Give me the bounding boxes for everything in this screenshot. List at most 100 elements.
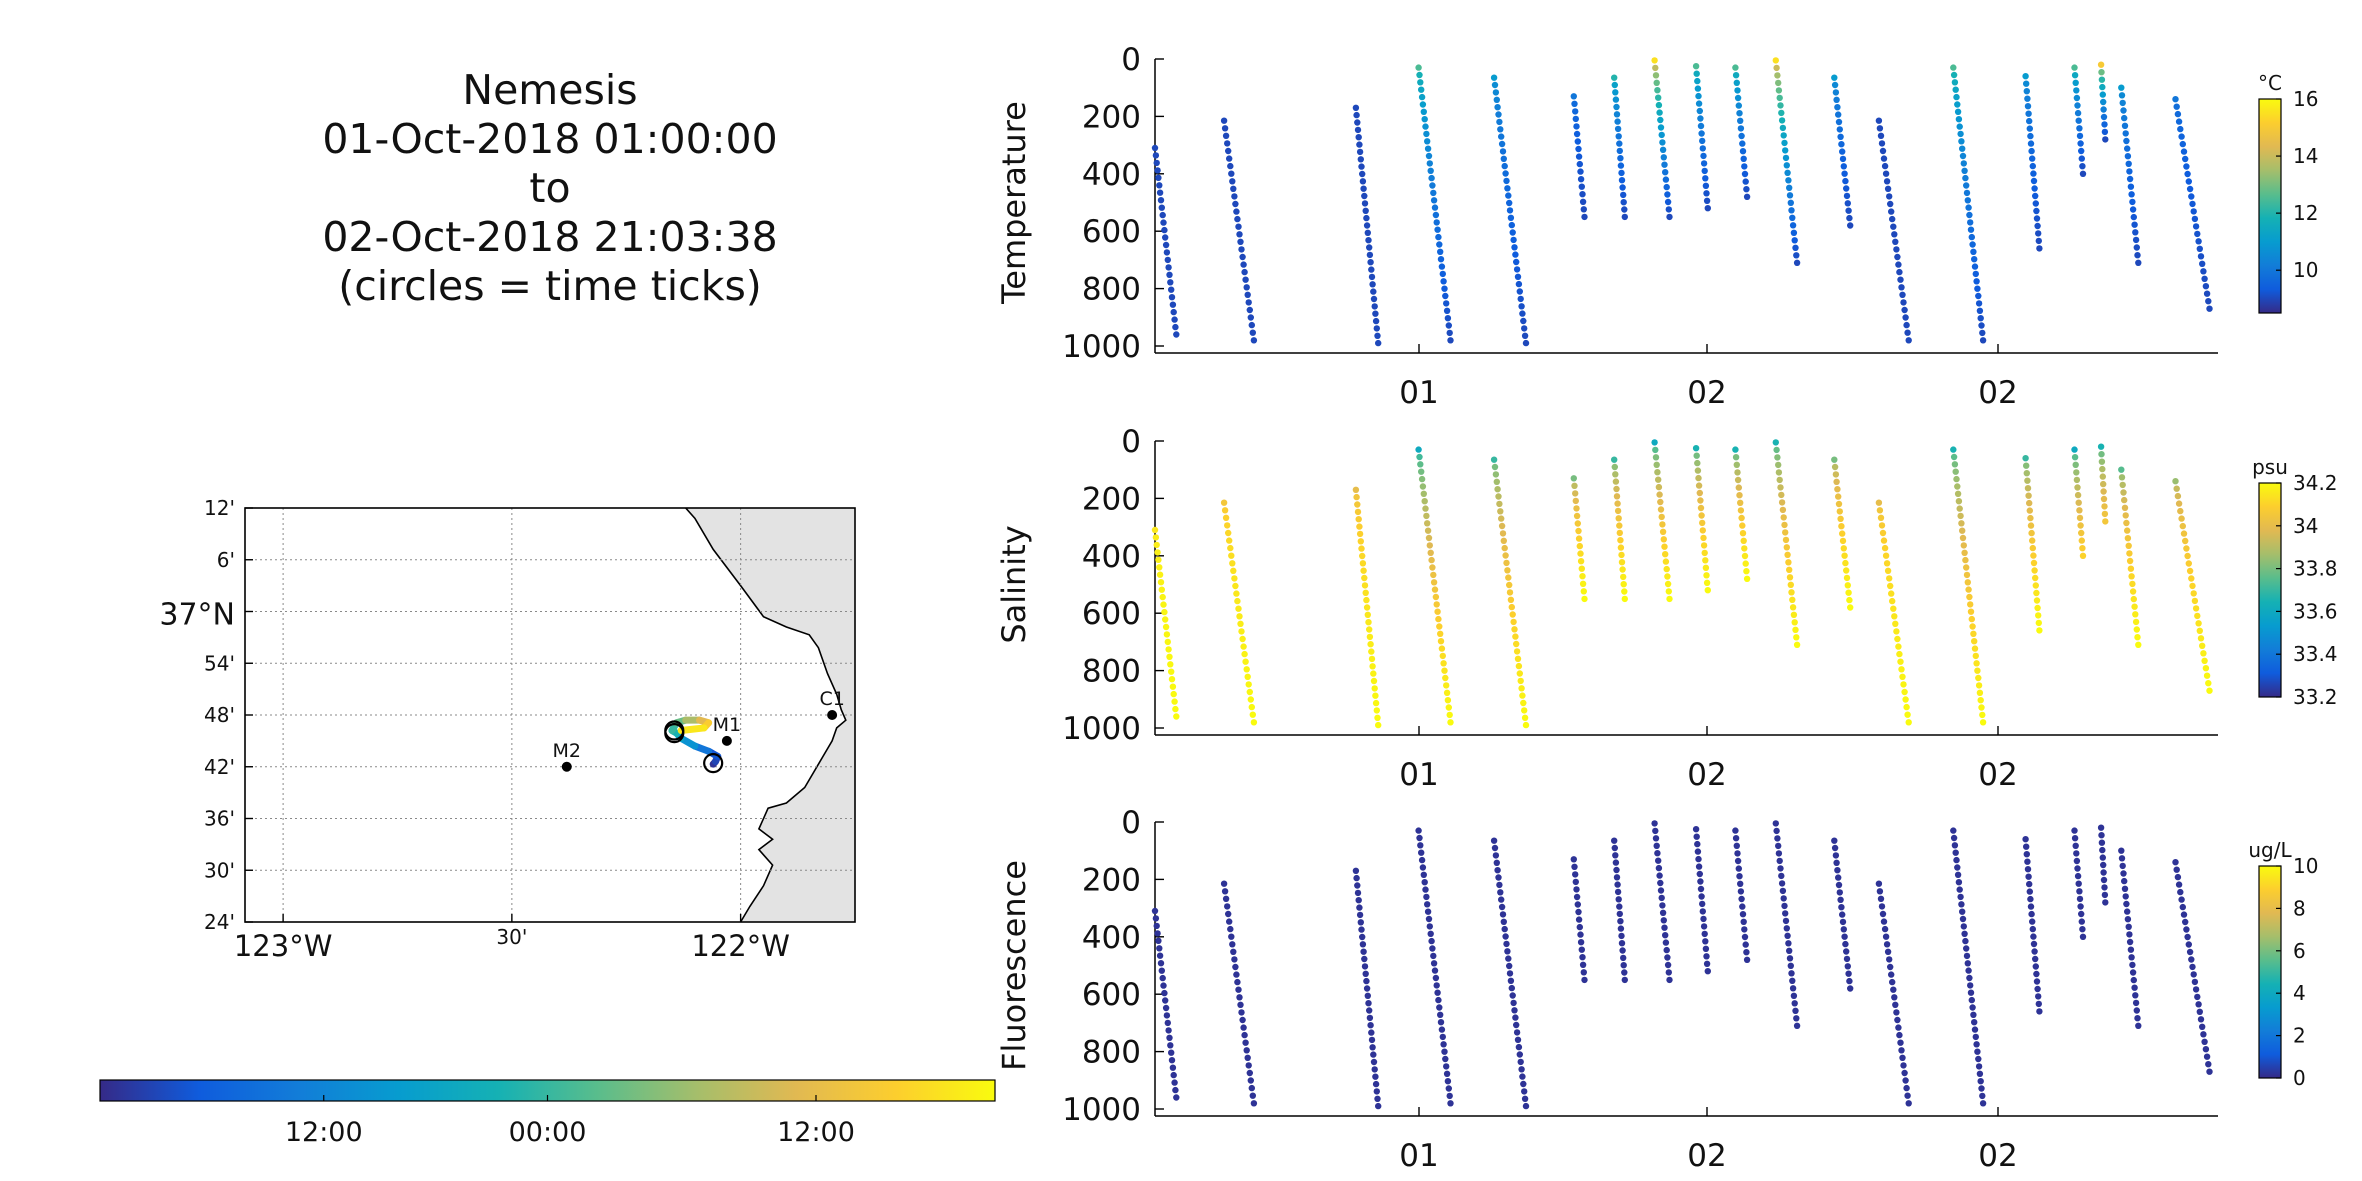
profile-point	[1783, 925, 1791, 932]
profile-point	[1438, 263, 1446, 270]
profile-point	[1734, 857, 1742, 865]
profile-point	[1573, 130, 1581, 138]
profile-point	[1168, 676, 1176, 683]
profile-point	[1359, 170, 1366, 178]
profile-point	[1232, 963, 1239, 971]
profile-point	[1168, 668, 1175, 675]
profile-point	[2022, 836, 2029, 843]
section-colorbar	[2258, 482, 2282, 698]
profile-point	[1904, 1092, 1911, 1099]
profile-point	[2133, 244, 2140, 251]
profile-point	[1743, 956, 1751, 963]
profile-point	[1790, 611, 1798, 618]
section-y-tick-label: 1000	[1062, 711, 1141, 747]
mooring-label: C1	[819, 688, 844, 710]
profile-point	[1651, 439, 1658, 446]
profile-point	[1703, 572, 1710, 579]
profile-point	[1896, 268, 1903, 276]
profile-point	[1232, 582, 1239, 590]
profile-point	[1227, 544, 1234, 552]
profile-point	[1442, 292, 1449, 300]
profile-point	[1242, 1039, 1249, 1046]
profile-point	[2079, 933, 2087, 940]
profile-point	[1417, 461, 1424, 468]
profile-point	[1979, 711, 1986, 719]
profile-point	[2034, 604, 2041, 612]
profile-point	[1520, 1080, 1527, 1088]
profile-point	[1237, 238, 1244, 245]
profile-point	[1229, 178, 1236, 185]
section-y-tick-label: 200	[1082, 481, 1141, 517]
profile-point	[2131, 603, 2138, 610]
profile-point	[1572, 497, 1580, 505]
profile-point	[1692, 62, 1700, 70]
profile-point	[2124, 145, 2131, 152]
profile-point	[1699, 527, 1707, 534]
profile-point	[1892, 238, 1899, 245]
profile-point	[1963, 182, 1970, 189]
profile-point	[1736, 110, 1743, 117]
profile-point	[1418, 93, 1426, 101]
profile-point	[2179, 903, 2186, 911]
profile-point	[1430, 197, 1438, 204]
profile-point	[1840, 926, 1848, 933]
profile-point	[1426, 542, 1434, 549]
profile-point	[1571, 863, 1578, 870]
profile-point	[1739, 903, 1746, 910]
profile-point	[1887, 582, 1894, 590]
profile-point	[1503, 559, 1510, 567]
profile-point	[1953, 856, 1960, 864]
profile-point	[1233, 971, 1240, 978]
profile-point	[1443, 682, 1450, 689]
profile-point	[2023, 470, 2031, 477]
profile-point	[1620, 199, 1627, 206]
profile-point	[2124, 527, 2131, 534]
profile-point	[1158, 204, 1166, 211]
profile-point	[1785, 940, 1792, 947]
profile-point	[1891, 231, 1898, 238]
profile-point	[1665, 588, 1673, 595]
profile-point	[1741, 170, 1749, 178]
profile-point	[1579, 191, 1586, 198]
profile-point	[1839, 530, 1846, 537]
profile-point	[1878, 903, 1886, 910]
profile-point	[1895, 643, 1902, 650]
profile-point	[1221, 507, 1229, 514]
profile-point	[1497, 889, 1504, 896]
profile-point	[1974, 1048, 1981, 1055]
profile-point	[1434, 608, 1441, 615]
profile-point	[1973, 660, 1980, 667]
profile-point	[1354, 889, 1362, 897]
profile-point	[2189, 582, 2196, 590]
profile-point	[1509, 229, 1516, 236]
profile-point	[1835, 881, 1843, 889]
profile-point	[1357, 538, 1365, 545]
profile-point	[2121, 122, 2129, 129]
profile-point	[1155, 937, 1162, 944]
profile-point	[1220, 117, 1228, 124]
profile-point	[1743, 186, 1750, 193]
profile-point	[1884, 567, 1892, 574]
profile-point	[1654, 850, 1661, 857]
profile-point	[1621, 213, 1629, 221]
profile-point	[1356, 523, 1363, 530]
profile-point	[1792, 1007, 1799, 1014]
profile-point	[2133, 1007, 2140, 1014]
profile-point	[2026, 499, 2033, 507]
profile-point	[1372, 1073, 1379, 1080]
profile-point	[1157, 579, 1165, 586]
profile-point	[2026, 117, 2033, 125]
profile-point	[2127, 183, 2135, 190]
profile-point	[1243, 284, 1250, 291]
profile-point	[1578, 946, 1586, 953]
profile-point	[1955, 879, 1963, 886]
profile-point	[1902, 696, 1909, 703]
profile-point	[1782, 529, 1789, 536]
profile-point	[2172, 859, 2179, 866]
profile-point	[1976, 689, 1984, 696]
profile-point	[2120, 107, 2127, 114]
profile-point	[1157, 197, 1165, 204]
profile-point	[1836, 126, 1844, 133]
profile-point	[1741, 552, 1749, 560]
profile-point	[2194, 993, 2201, 1001]
